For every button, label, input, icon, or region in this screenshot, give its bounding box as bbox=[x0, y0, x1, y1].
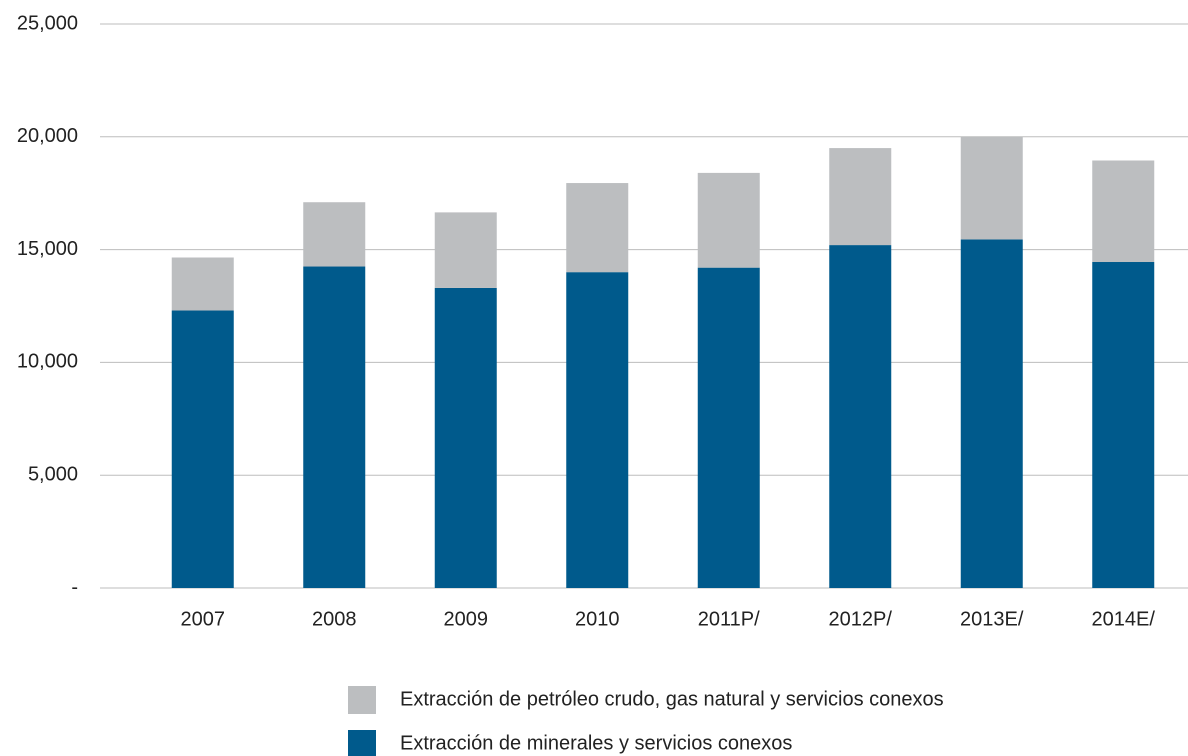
x-tick-label: 2007 bbox=[181, 608, 226, 630]
bar-segment bbox=[960, 136, 1023, 240]
y-tick-label: 25,000 bbox=[17, 12, 78, 34]
x-tick-label: 2012P/ bbox=[829, 608, 893, 630]
legend-swatch bbox=[348, 686, 376, 714]
bar-segment bbox=[829, 148, 892, 246]
x-tick-label: 2014E/ bbox=[1092, 608, 1156, 630]
bar-segment bbox=[434, 212, 497, 288]
y-tick-label: - bbox=[71, 576, 78, 598]
bar-segment bbox=[171, 257, 234, 311]
y-tick-label: 5,000 bbox=[28, 463, 78, 485]
x-tick-label: 2008 bbox=[312, 608, 357, 630]
x-tick-label: 2009 bbox=[444, 608, 489, 630]
legend-swatch bbox=[348, 730, 376, 756]
bar-segment bbox=[303, 266, 366, 588]
y-tick-label: 15,000 bbox=[17, 238, 78, 260]
bar-segment bbox=[697, 267, 760, 588]
bar-segment bbox=[829, 245, 892, 588]
y-tick-label: 20,000 bbox=[17, 125, 78, 147]
x-tick-label: 2011P/ bbox=[698, 608, 760, 630]
bar-segment bbox=[171, 310, 234, 588]
x-tick-label: 2013E/ bbox=[960, 608, 1024, 630]
bar-segment bbox=[434, 287, 497, 588]
bar-segment bbox=[1092, 160, 1155, 263]
bar-segment bbox=[697, 172, 760, 268]
bar-segment bbox=[960, 239, 1023, 588]
y-tick-label: 10,000 bbox=[17, 351, 78, 373]
bar-segment bbox=[566, 272, 629, 588]
bar-segment bbox=[1092, 262, 1155, 588]
x-tick-label: 2010 bbox=[575, 608, 620, 630]
bar-segment bbox=[303, 202, 366, 267]
legend-label: Extracción de minerales y servicios cone… bbox=[400, 732, 792, 754]
bar-segment bbox=[566, 183, 629, 273]
legend-label: Extracción de petróleo crudo, gas natura… bbox=[400, 688, 944, 710]
